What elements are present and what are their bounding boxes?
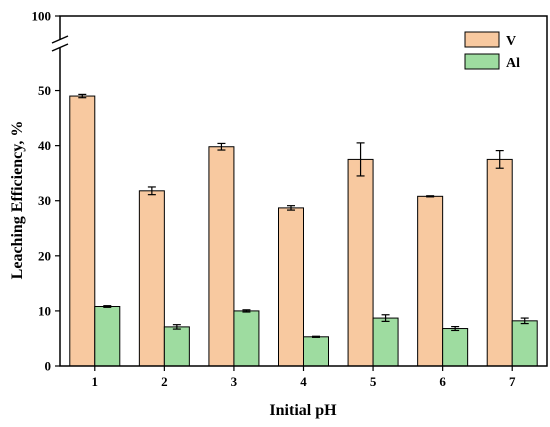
bar-al-ph-4 — [303, 336, 329, 367]
bars-layer — [69, 95, 538, 367]
error-bar-v-ph-2 — [147, 186, 156, 196]
legend-label-v: V — [506, 34, 516, 49]
error-bar-al-ph-3 — [242, 309, 251, 313]
error-bar-al-ph-5 — [381, 314, 390, 322]
axis-break-mark — [51, 35, 69, 44]
bar-v-ph-4 — [278, 207, 304, 367]
axis-break-gap — [52, 40, 68, 48]
y-tick-label: 0 — [45, 359, 52, 374]
error-bar-al-ph-6 — [451, 326, 460, 332]
error-bar-v-ph-4 — [287, 205, 295, 211]
legend-swatch-v — [464, 31, 500, 48]
y-tick-label: 40 — [38, 138, 51, 153]
error-bar-al-ph-7 — [520, 317, 529, 325]
plot-frame — [59, 15, 548, 367]
y-tick-label: 50 — [38, 83, 51, 98]
error-bar-v-ph-3 — [217, 142, 226, 151]
x-axis-title: Initial pH — [269, 402, 337, 419]
bar-al-ph-6 — [442, 328, 469, 367]
legend: V Al — [464, 31, 520, 71]
y-tick-label: 20 — [38, 248, 51, 263]
error-bar-al-ph-2 — [172, 324, 181, 330]
axis-break-mark — [51, 43, 69, 52]
bar-v-ph-5 — [347, 158, 374, 367]
x-tick-label: 7 — [509, 374, 516, 389]
bar-al-ph-5 — [372, 317, 399, 367]
x-tick-label: 6 — [439, 374, 446, 389]
y-axis-break — [51, 35, 69, 52]
error-bar-v-ph-7 — [495, 149, 504, 169]
legend-label-al: Al — [506, 56, 520, 71]
legend-swatch-al — [464, 53, 500, 70]
error-bar-v-ph-1 — [78, 93, 87, 99]
bar-al-ph-2 — [163, 326, 190, 367]
y-axis-title: Leaching Efficiency, % — [9, 121, 26, 280]
bar-al-ph-3 — [233, 310, 260, 367]
x-tick-label: 4 — [300, 374, 307, 389]
y-tick-label: 100 — [32, 9, 52, 24]
bar-al-ph-7 — [511, 320, 538, 367]
x-tick-label: 2 — [161, 374, 168, 389]
x-tick-label: 5 — [370, 374, 377, 389]
bar-al-ph-1 — [94, 306, 121, 367]
bar-v-ph-2 — [138, 190, 165, 367]
error-bars-layer — [78, 93, 529, 338]
bar-v-ph-3 — [208, 146, 235, 367]
error-bar-al-ph-1 — [103, 305, 112, 308]
bar-v-ph-1 — [69, 95, 96, 367]
error-bar-al-ph-4 — [312, 335, 320, 338]
error-bar-v-ph-5 — [356, 142, 365, 177]
y-tick-label: 30 — [38, 193, 51, 208]
error-bar-v-ph-6 — [426, 195, 435, 198]
bar-v-ph-7 — [486, 158, 513, 367]
x-tick-label: 3 — [231, 374, 238, 389]
axes-layer: 1 2 3 4 5 6 7 0 10 20 30 40 50 100 — [32, 9, 548, 389]
bar-v-ph-6 — [417, 195, 444, 367]
x-tick-label: 1 — [92, 374, 99, 389]
y-tick-label: 10 — [38, 303, 51, 318]
